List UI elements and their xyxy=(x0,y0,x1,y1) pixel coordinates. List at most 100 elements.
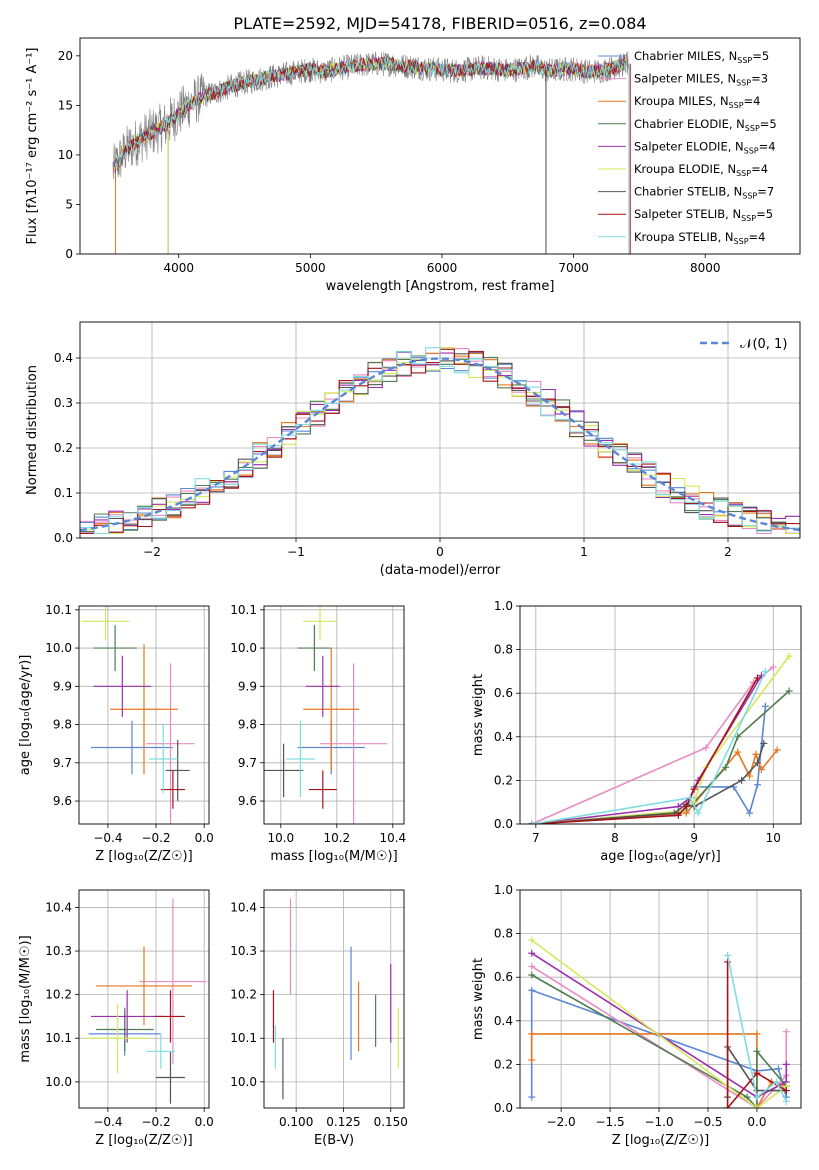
weight-line-8 xyxy=(531,671,767,824)
y-axis-label: Normed distribution xyxy=(25,365,40,495)
errorbar-3 xyxy=(93,625,137,672)
weight-marker xyxy=(753,1069,761,1077)
weight-marker xyxy=(686,794,694,802)
weight-marker xyxy=(785,652,793,660)
weight-marker xyxy=(528,962,536,970)
data-marks xyxy=(86,898,207,1104)
x-tick-label: 4000 xyxy=(163,261,194,275)
axes-frame xyxy=(263,889,405,1109)
axes-frame xyxy=(519,605,802,825)
y-tick-label: 20 xyxy=(58,49,73,63)
y-tick-label: 10.1 xyxy=(45,1031,72,1045)
weight-marker xyxy=(528,820,536,824)
y-tick-label: 10 xyxy=(58,148,73,162)
x-tick-label: −0.2 xyxy=(141,1115,170,1129)
weight-line-3 xyxy=(531,974,787,1108)
panel-mass-vs-Z: −0.4 −0.2 0.0 10.0 10.1 10.2 10.3 10.4 Z [log₁₀(… xyxy=(18,889,214,1148)
data-marks xyxy=(112,51,631,254)
weight-line-7 xyxy=(726,961,787,1108)
errorbar-3 xyxy=(297,625,332,672)
errorbar-1 xyxy=(146,663,195,824)
y-tick-label: 0.0 xyxy=(494,1101,513,1115)
weight-marker xyxy=(753,1030,761,1038)
panel-residuals: −2 −1 0 1 2 0.0 0.1 0.2 0.3 0.4 (data-model)/error… xyxy=(25,321,801,578)
model-line-7 xyxy=(114,56,626,167)
y-tick-label: 9.9 xyxy=(53,679,72,693)
x-tick-label: 10.0 xyxy=(267,831,294,845)
weight-marker xyxy=(761,702,769,710)
x-tick-label: 0.150 xyxy=(374,1115,408,1129)
weight-marker xyxy=(674,811,682,819)
errorbar-8 xyxy=(146,1033,176,1069)
weight-marker xyxy=(674,803,682,811)
errorbar-8 xyxy=(286,720,315,798)
weight-line-4 xyxy=(531,952,788,1099)
weight-marker xyxy=(746,809,754,817)
errorbar-2 xyxy=(110,644,178,775)
weight-marker xyxy=(528,1056,536,1064)
plot-area xyxy=(264,890,404,1108)
y-tick-label: 15 xyxy=(58,98,73,112)
errorbar-2 xyxy=(303,648,360,771)
x-tick-label: 6000 xyxy=(427,261,458,275)
y-tick-label: 9.6 xyxy=(238,794,257,808)
y-axis-label: age [log₁₀(age/yr)] xyxy=(18,655,33,776)
weight-line-5 xyxy=(531,939,787,1108)
weight-marker xyxy=(682,803,690,811)
weight-marker xyxy=(761,667,769,675)
weight-marker xyxy=(773,746,781,754)
figure-title: PLATE=2592, MJD=54178, FIBERID=0516, z=0… xyxy=(233,14,646,33)
weight-marker xyxy=(753,1093,761,1101)
y-tick-label: 9.8 xyxy=(53,718,72,732)
y-tick-label: 0.6 xyxy=(494,686,513,700)
y-axis-label: mass [log₁₀(M/M☉)] xyxy=(18,935,33,1062)
errorbar-0 xyxy=(91,720,173,775)
errorbar-5 xyxy=(86,1003,149,1074)
histogram-8 xyxy=(80,347,800,535)
x-tick-label: −0.4 xyxy=(93,1115,122,1129)
y-tick-label: 0.8 xyxy=(494,643,513,657)
weight-marker xyxy=(782,1060,790,1068)
y-tick-label: 9.7 xyxy=(238,756,257,770)
x-axis-label: Z [log₁₀(Z/Z☉)] xyxy=(95,849,192,864)
y-tick-label: 0.4 xyxy=(494,1014,513,1028)
data-marks xyxy=(528,936,790,1108)
y-tick-label: 9.7 xyxy=(53,756,72,770)
weight-marker xyxy=(528,1093,536,1101)
weight-marker xyxy=(734,733,742,741)
y-tick-label: 10.2 xyxy=(45,988,72,1002)
legend-entry: Kroupa STELIB, NSSP=4 xyxy=(634,230,765,246)
weight-marker xyxy=(528,949,536,957)
x-tick-label: 0.0 xyxy=(747,1115,766,1129)
data-marks xyxy=(272,898,399,1100)
y-tick-label: 0.6 xyxy=(494,970,513,984)
x-tick-label: 10.4 xyxy=(379,831,406,845)
errorbar-6 xyxy=(156,1051,185,1104)
y-axis-label: mass weight xyxy=(471,958,486,1040)
weight-marker xyxy=(753,1047,761,1055)
weight-marker xyxy=(753,1087,761,1095)
weight-marker xyxy=(734,748,742,756)
y-tick-label: 10.3 xyxy=(230,944,257,958)
weight-line-3 xyxy=(531,690,790,824)
panel-spectrum: 4000 5000 6000 7000 8000 0 5 10 15 20 wavelength [… xyxy=(25,37,801,294)
y-tick-label: 10.1 xyxy=(45,603,72,617)
y-tick-label: 0.3 xyxy=(54,396,73,410)
y-tick-label: 5 xyxy=(65,197,73,211)
x-tick-label: −0.4 xyxy=(93,831,122,845)
data-marks xyxy=(264,606,388,824)
x-tick-label: −2 xyxy=(143,545,161,559)
x-tick-label: −2.0 xyxy=(547,1115,576,1129)
weight-marker xyxy=(769,663,777,671)
weight-marker xyxy=(738,776,746,784)
axes-frame xyxy=(78,889,210,1109)
x-tick-label: −0.5 xyxy=(693,1115,722,1129)
y-tick-label: 9.6 xyxy=(53,794,72,808)
weight-marker xyxy=(753,674,761,682)
weight-line-6 xyxy=(531,743,765,824)
legend-entry: Salpeter MILES, NSSP=3 xyxy=(634,72,768,88)
weight-marker xyxy=(752,750,760,758)
errorbar-8 xyxy=(148,724,178,794)
weight-marker xyxy=(760,739,768,747)
y-axis-label: Flux [fλ10⁻¹⁷ erg cm⁻² s⁻¹ A⁻¹] xyxy=(25,48,40,245)
